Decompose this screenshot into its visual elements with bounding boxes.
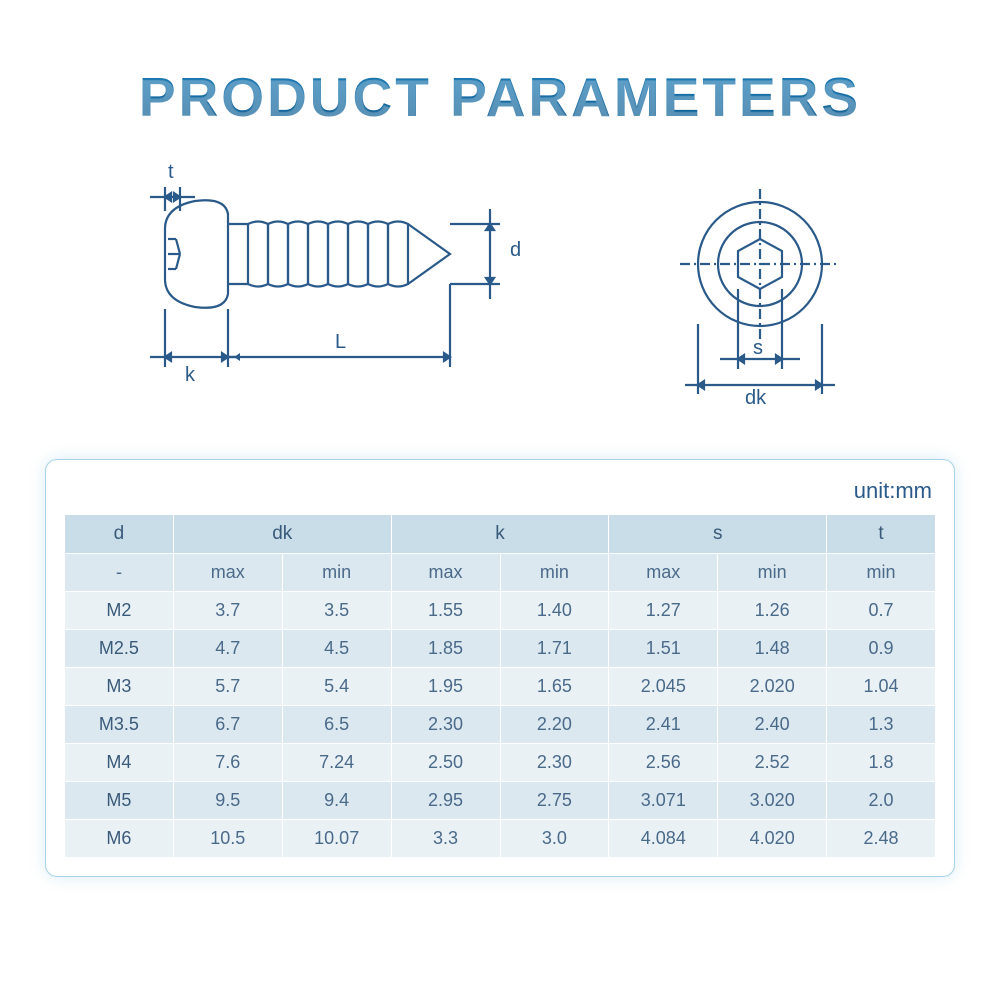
table-cell: 4.7 [173,630,282,668]
label-s: s [753,337,763,360]
col-dk: dk [173,515,391,554]
parameters-table: d dk k s t - max min max min max min min… [64,514,936,858]
table-cell: 4.5 [282,630,391,668]
table-cell: 3.020 [718,782,827,820]
table-cell: M4 [65,744,174,782]
table-cell: 4.020 [718,820,827,858]
table-cell: 1.85 [391,630,500,668]
table-cell: 1.51 [609,630,718,668]
table-cell: 1.95 [391,668,500,706]
unit-label: unit:mm [64,472,936,514]
table-cell: 2.30 [500,744,609,782]
table-cell: 1.26 [718,592,827,630]
table-row: M35.75.41.951.652.0452.0201.04 [65,668,936,706]
table-row: M23.73.51.551.401.271.260.7 [65,592,936,630]
table-header-row-1: d dk k s t [65,515,936,554]
table-cell: 1.04 [827,668,936,706]
table-cell: 2.20 [500,706,609,744]
table-header-row-2: - max min max min max min min [65,554,936,592]
table-cell: M2.5 [65,630,174,668]
table-cell: 7.6 [173,744,282,782]
label-d: d [510,239,521,262]
table-cell: 9.5 [173,782,282,820]
table-cell: 6.7 [173,706,282,744]
table-cell: 5.4 [282,668,391,706]
sub-k-max: max [391,554,500,592]
table-body: M23.73.51.551.401.271.260.7M2.54.74.51.8… [65,592,936,858]
label-dk: dk [745,387,766,410]
table-cell: 2.045 [609,668,718,706]
table-cell: 2.56 [609,744,718,782]
table-row: M2.54.74.51.851.711.511.480.9 [65,630,936,668]
table-row: M47.67.242.502.302.562.521.8 [65,744,936,782]
table-cell: 2.30 [391,706,500,744]
parameters-table-container: unit:mm d dk k s t - max min max min max… [45,459,955,877]
col-t: t [827,515,936,554]
table-cell: 3.7 [173,592,282,630]
table-cell: 2.48 [827,820,936,858]
table-row: M59.59.42.952.753.0713.0202.0 [65,782,936,820]
table-cell: 2.75 [500,782,609,820]
label-k: k [185,364,195,387]
col-d: d [65,515,174,554]
table-cell: 10.07 [282,820,391,858]
table-cell: 2.40 [718,706,827,744]
table-cell: M2 [65,592,174,630]
table-cell: 2.020 [718,668,827,706]
table-cell: 2.41 [609,706,718,744]
table-row: M3.56.76.52.302.202.412.401.3 [65,706,936,744]
table-cell: 1.65 [500,668,609,706]
table-cell: 0.7 [827,592,936,630]
table-cell: 1.48 [718,630,827,668]
table-cell: 7.24 [282,744,391,782]
table-cell: M6 [65,820,174,858]
table-cell: 2.52 [718,744,827,782]
col-k: k [391,515,609,554]
technical-diagram: t d k L s dk [0,159,1000,429]
table-cell: 3.3 [391,820,500,858]
table-cell: 1.8 [827,744,936,782]
table-cell: 3.5 [282,592,391,630]
label-t: t [168,161,174,184]
table-cell: 3.071 [609,782,718,820]
table-row: M610.510.073.33.04.0844.0202.48 [65,820,936,858]
sub-dash: - [65,554,174,592]
table-cell: 3.0 [500,820,609,858]
sub-dk-max: max [173,554,282,592]
table-cell: 6.5 [282,706,391,744]
table-cell: 0.9 [827,630,936,668]
sub-s-min: min [718,554,827,592]
sub-dk-min: min [282,554,391,592]
table-cell: 2.50 [391,744,500,782]
table-cell: 2.95 [391,782,500,820]
table-cell: 4.084 [609,820,718,858]
table-cell: 1.3 [827,706,936,744]
table-cell: 1.27 [609,592,718,630]
screw-top-view [640,169,920,429]
col-s: s [609,515,827,554]
table-cell: M5 [65,782,174,820]
label-L: L [335,331,346,354]
table-cell: 9.4 [282,782,391,820]
sub-s-max: max [609,554,718,592]
page-title: PRODUCT PARAMETERS [0,0,1000,129]
sub-k-min: min [500,554,609,592]
table-cell: M3 [65,668,174,706]
table-cell: 2.0 [827,782,936,820]
table-cell: M3.5 [65,706,174,744]
table-cell: 1.40 [500,592,609,630]
table-cell: 5.7 [173,668,282,706]
sub-t-min: min [827,554,936,592]
table-cell: 10.5 [173,820,282,858]
table-cell: 1.71 [500,630,609,668]
table-cell: 1.55 [391,592,500,630]
